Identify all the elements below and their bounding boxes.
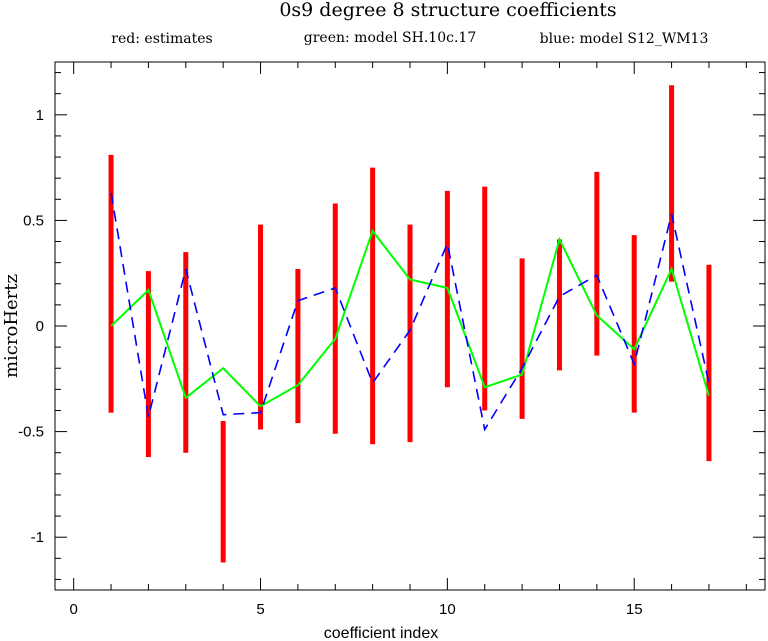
y-tick-label: -1: [31, 529, 44, 546]
legend-model-sh10c17: green: model SH.10c.17: [304, 30, 476, 46]
x-tick-label: 15: [626, 601, 643, 618]
estimate-error-bars: [108, 85, 712, 563]
x-tick-label: 0: [70, 601, 78, 618]
legend-model-s12wm13: blue: model S12_WM13: [540, 31, 709, 47]
chart-title: 0s9 degree 8 structure coefficients: [279, 0, 616, 21]
model-line-s12wm13: [110, 192, 710, 432]
x-tick-label: 5: [256, 601, 264, 618]
y-tick-label: 0: [36, 318, 44, 335]
axis-tick-labels: 0 5 10 15 -1 -0.5 0 0.5 1: [18, 107, 642, 618]
y-tick-label: -0.5: [18, 424, 44, 441]
x-axis-label: coefficient index: [324, 625, 438, 641]
y-tick-label: 1: [36, 107, 44, 124]
y-tick-label: 0.5: [23, 212, 44, 229]
model-lines: [110, 192, 710, 432]
legend-estimates: red: estimates: [111, 31, 212, 47]
model-line-sh10c17: [110, 228, 710, 408]
x-tick-label: 10: [439, 601, 456, 618]
y-axis-label: microHertz: [1, 274, 22, 378]
axis-ticks: [55, 62, 765, 590]
